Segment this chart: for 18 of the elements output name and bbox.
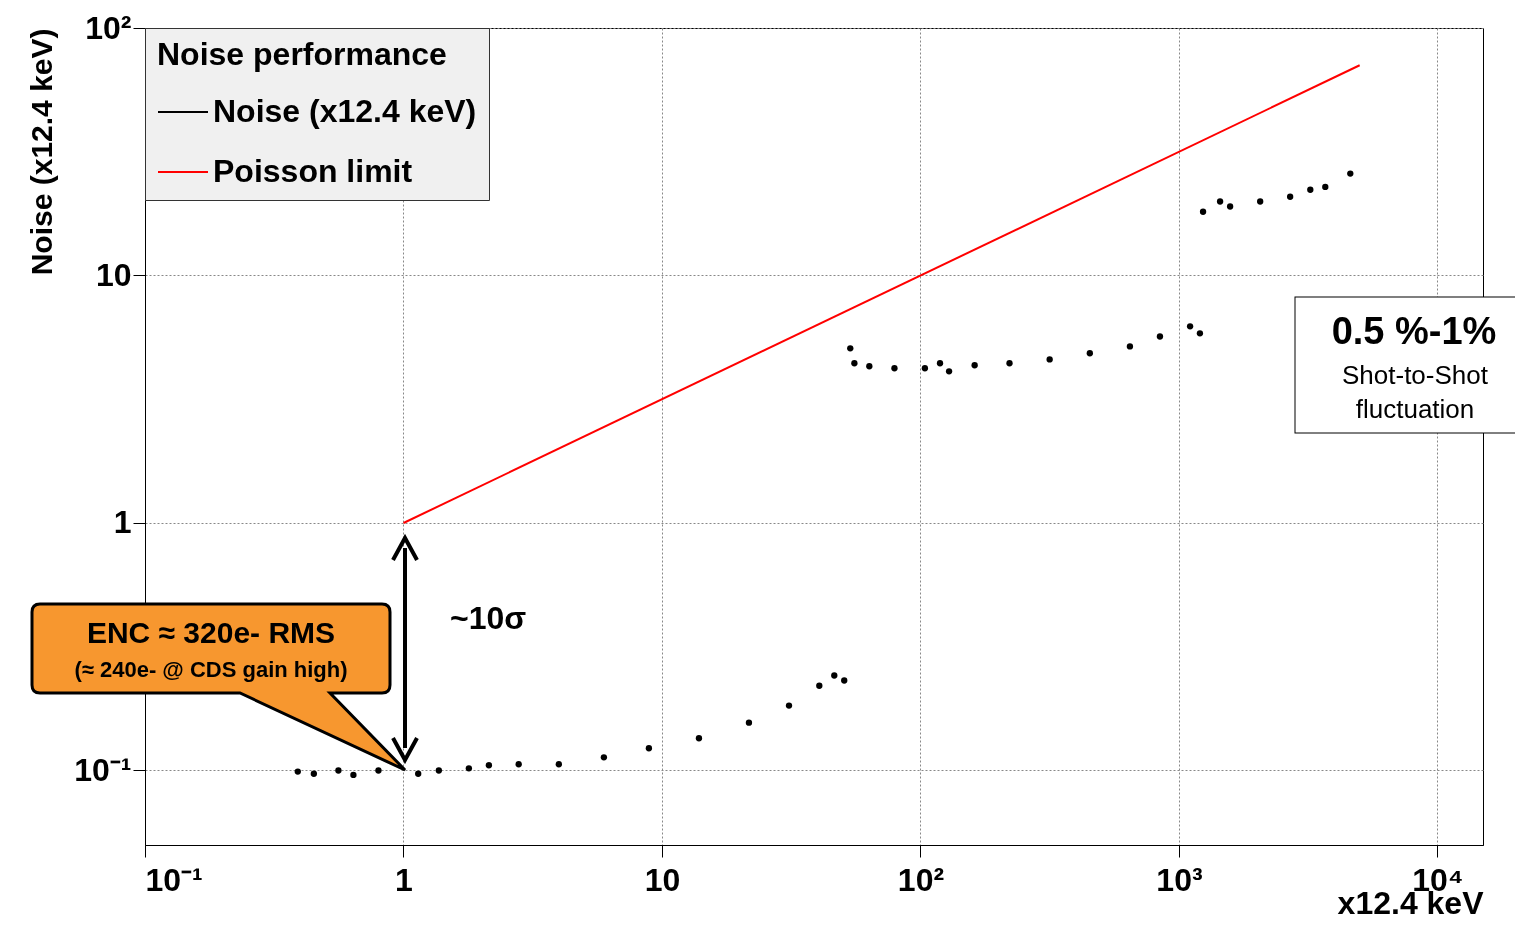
x-tick-label: 1 <box>395 861 413 898</box>
annotation: 0.5 %-1% <box>1330 310 1498 353</box>
legend-label: Poisson limit <box>213 153 413 189</box>
annotation: Shot-to-Shot fluctuation <box>1341 359 1489 426</box>
x-tick-label: 10² <box>897 861 945 898</box>
x-tick-label: 10³ <box>1156 861 1203 898</box>
legend-title: Noise performance <box>157 36 447 72</box>
legend-label: Noise (x12.4 keV) <box>213 93 477 129</box>
annotation: ~10σ <box>450 600 527 637</box>
annotation: (≈ 240e- @ CDS gain high) <box>73 657 349 683</box>
x-tick-label: 10⁻¹ <box>145 861 203 898</box>
annotation: ENC ≈ 320e- RMS <box>85 616 337 650</box>
y-tick-label: 10² <box>85 9 132 46</box>
y-tick-label: 10 <box>95 257 132 293</box>
y-tick-label: 10⁻¹ <box>74 752 132 788</box>
y-axis-title: Noise (x12.4 keV) <box>25 28 59 276</box>
x-tick-label: 10 <box>644 861 681 898</box>
y-tick-label: 1 <box>113 504 132 541</box>
